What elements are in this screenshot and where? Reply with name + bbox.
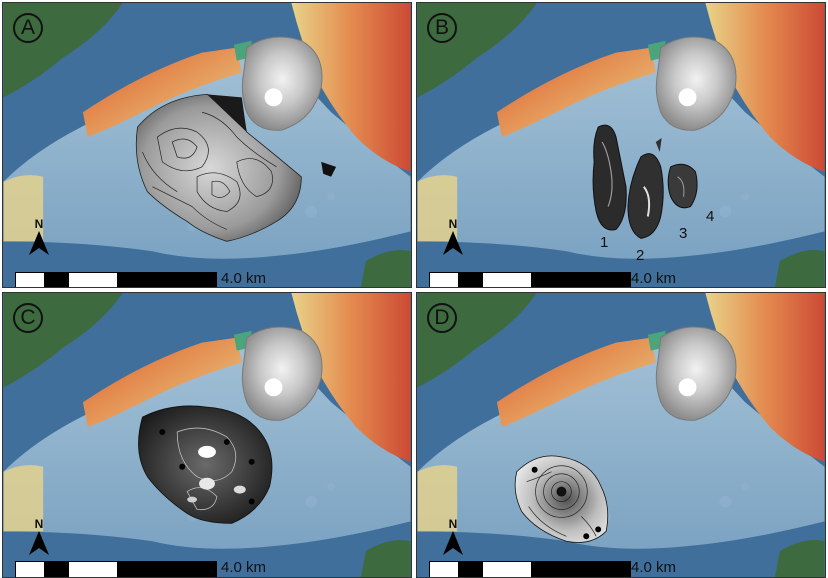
- scale-bar-c: [15, 561, 217, 577]
- north-label-c: N: [34, 517, 44, 531]
- map-panel-d: D N 4.0 km: [416, 292, 826, 578]
- scale-bar-a: [15, 272, 217, 287]
- north-arrow-d: N: [439, 518, 467, 561]
- panel-letter-d: D: [427, 303, 457, 333]
- north-label-d: N: [448, 517, 458, 531]
- map-panel-b: B 1 2 3 4 N 4.0 km: [416, 2, 826, 288]
- north-arrow-icon: [443, 231, 463, 255]
- scale-label-b: 4.0 km: [631, 270, 677, 287]
- mapped-zones-b: [592, 124, 698, 239]
- map-panel-c: C N 4.0 km: [2, 292, 412, 578]
- north-label-a: N: [34, 217, 44, 231]
- north-arrow-b: N: [439, 218, 467, 261]
- basemap-d: [417, 293, 825, 577]
- north-arrow-a: N: [25, 218, 53, 261]
- scale-bar-d: [429, 561, 631, 577]
- north-arrow-icon: [443, 531, 463, 555]
- north-arrow-c: N: [25, 518, 53, 561]
- north-arrow-icon: [29, 231, 49, 255]
- panel-letter-c: C: [13, 303, 43, 333]
- basemap-c: [3, 293, 411, 577]
- zone-label-2: 2: [636, 247, 645, 264]
- interpolated-surface-d: [514, 455, 609, 543]
- scale-label-c: 4.0 km: [221, 559, 267, 576]
- map-panel-a: A N 4.0 km: [2, 2, 412, 288]
- interpolated-surface-c: [138, 405, 273, 524]
- basemap-b: [417, 3, 825, 287]
- scale-label-a: 4.0 km: [221, 270, 267, 287]
- panel-letter-a: A: [13, 13, 43, 43]
- panel-letter-b: B: [427, 13, 457, 43]
- zone-label-4: 4: [706, 208, 715, 225]
- interpolated-surface-a: [135, 93, 337, 242]
- zone-label-1: 1: [600, 234, 609, 251]
- scale-label-d: 4.0 km: [631, 559, 677, 576]
- north-label-b: N: [448, 217, 458, 231]
- zone-label-3: 3: [679, 225, 688, 242]
- scale-bar-b: [429, 272, 631, 287]
- basemap-a: [3, 3, 411, 287]
- north-arrow-icon: [29, 531, 49, 555]
